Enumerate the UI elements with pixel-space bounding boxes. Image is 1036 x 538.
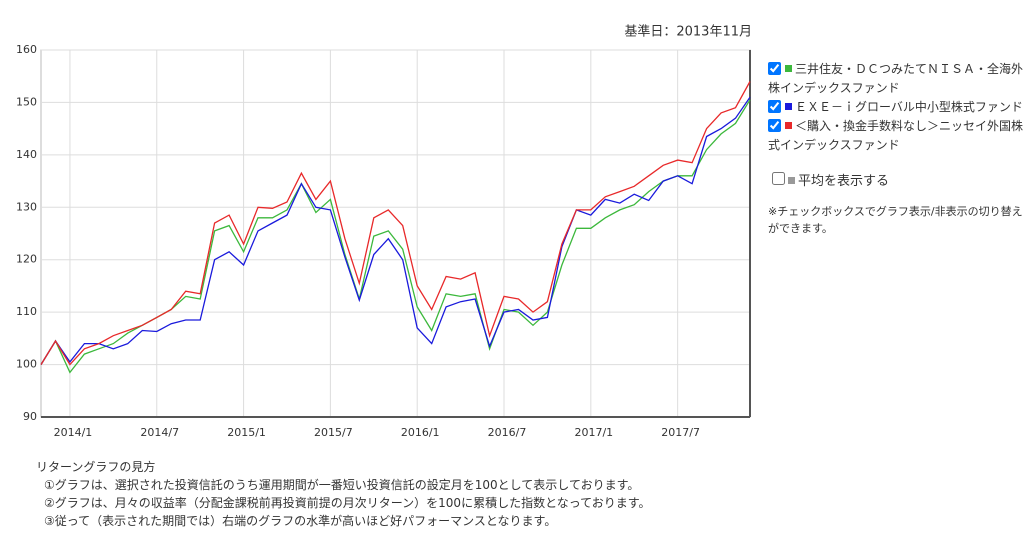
- average-toggle: 平均を表示する: [768, 169, 1030, 191]
- legend-swatch: [785, 122, 792, 129]
- legend-item: 三井住友・ＤＣつみたてＮＩＳＡ・全海外株インデックスファンド: [768, 60, 1030, 98]
- legend-swatch: [785, 65, 792, 72]
- guide-line: ③従って（表示された期間では）右端のグラフの水準が高いほど好パフォーマンスとなり…: [44, 514, 557, 528]
- guide-title: リターングラフの見方: [36, 460, 156, 474]
- guide-line: ①グラフは、選択された投資信託のうち運用期間が一番短い投資信託の設定月を100と…: [44, 478, 640, 492]
- series-line: [40, 96, 751, 365]
- y-tick-label: 100: [16, 358, 37, 371]
- legend-label: 三井住友・ＤＣつみたてＮＩＳＡ・全海外株インデックスファンド: [768, 62, 1024, 95]
- average-label: 平均を表示する: [798, 174, 890, 189]
- x-tick-label: 2016/7: [488, 426, 527, 439]
- legend-label: ＜購入・換金手数料なし＞ニッセイ外国株式インデックスファンド: [768, 119, 1024, 152]
- y-tick-label: 150: [16, 95, 37, 108]
- plot-area: [40, 49, 751, 418]
- x-tick-label: 2014/1: [54, 426, 93, 439]
- y-tick-label: 120: [16, 253, 37, 266]
- guide-line: ②グラフは、月々の収益率（分配金課税前再投資前提の月次リターン）を100に累積し…: [44, 496, 651, 510]
- legend-item: ＥＸＥ－ｉグローバル中小型株式ファンド: [768, 98, 1030, 117]
- x-tick-label: 2017/1: [574, 426, 613, 439]
- y-tick-label: 160: [16, 43, 37, 56]
- y-tick-label: 110: [16, 305, 37, 318]
- x-tick-label: 2017/7: [661, 426, 700, 439]
- base-date: 基準日：2013年11月: [624, 24, 752, 40]
- average-swatch: [788, 177, 795, 184]
- legend-checkbox[interactable]: [768, 100, 781, 113]
- y-tick-label: 130: [16, 200, 37, 213]
- legend-note: ※チェックボックスでグラフ表示/非表示の切り替えができます。: [768, 205, 1023, 235]
- legend-checkbox[interactable]: [768, 62, 781, 75]
- x-tick-label: 2015/7: [314, 426, 353, 439]
- chart: 基準日：2013年11月 90 100 110 120 130 140 150 160 2014…: [16, 24, 752, 440]
- x-tick-label: 2016/1: [401, 426, 440, 439]
- legend-label: ＥＸＥ－ｉグローバル中小型株式ファンド: [795, 100, 1023, 114]
- y-tick-label: 90: [23, 410, 37, 423]
- legend-item: ＜購入・換金手数料なし＞ニッセイ外国株式インデックスファンド: [768, 117, 1030, 155]
- x-tick-label: 2015/1: [227, 426, 266, 439]
- legend: 三井住友・ＤＣつみたてＮＩＳＡ・全海外株インデックスファンド ＥＸＥ－ｉグローバル…: [768, 60, 1030, 237]
- legend-checkbox[interactable]: [768, 119, 781, 132]
- x-tick-label: 2014/7: [140, 426, 179, 439]
- legend-swatch: [785, 103, 792, 110]
- guide: リターングラフの見方 ①グラフは、選択された投資信託のうち運用期間が一番短い投資…: [36, 458, 651, 530]
- y-tick-label: 140: [16, 148, 37, 161]
- average-checkbox[interactable]: [772, 172, 785, 185]
- series-line: [40, 81, 751, 366]
